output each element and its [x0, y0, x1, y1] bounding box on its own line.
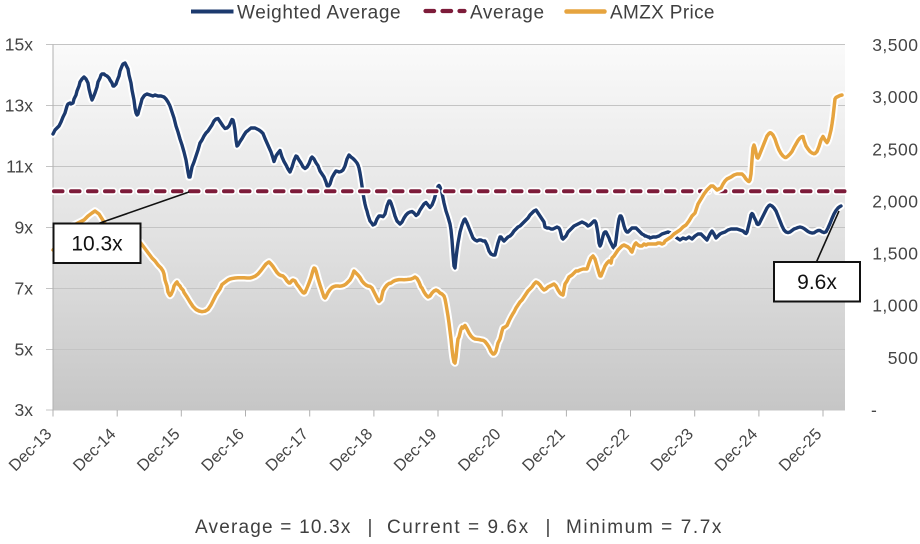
svg-text:|: |	[546, 517, 551, 538]
svg-text:Current = 9.6x: Current = 9.6x	[387, 517, 530, 538]
svg-text:AMZX Price: AMZX Price	[610, 3, 715, 24]
svg-text:9x: 9x	[15, 218, 34, 238]
svg-text:500: 500	[888, 348, 919, 368]
svg-text:5x: 5x	[15, 340, 34, 360]
svg-text:11x: 11x	[6, 157, 33, 177]
svg-text:1,000: 1,000	[872, 296, 918, 316]
svg-text:1,500: 1,500	[872, 244, 918, 264]
svg-text:Average: Average	[470, 3, 545, 24]
svg-text:-: -	[871, 400, 877, 420]
svg-text:Minimum = 7.7x: Minimum = 7.7x	[566, 517, 723, 538]
svg-text:3x: 3x	[15, 400, 34, 420]
svg-text:3,000: 3,000	[872, 87, 918, 107]
svg-text:7x: 7x	[15, 279, 34, 299]
svg-text:9.6x: 9.6x	[797, 271, 837, 294]
svg-text:13x: 13x	[5, 96, 33, 116]
svg-text:3,500: 3,500	[872, 35, 918, 55]
svg-text:Weighted Average: Weighted Average	[237, 3, 401, 24]
svg-text:Average = 10.3x: Average = 10.3x	[195, 517, 352, 538]
svg-text:2,500: 2,500	[872, 139, 918, 159]
svg-text:10.3x: 10.3x	[71, 233, 123, 256]
svg-text:15x: 15x	[5, 35, 33, 55]
svg-text:2,000: 2,000	[872, 191, 918, 211]
svg-text:|: |	[368, 517, 373, 538]
